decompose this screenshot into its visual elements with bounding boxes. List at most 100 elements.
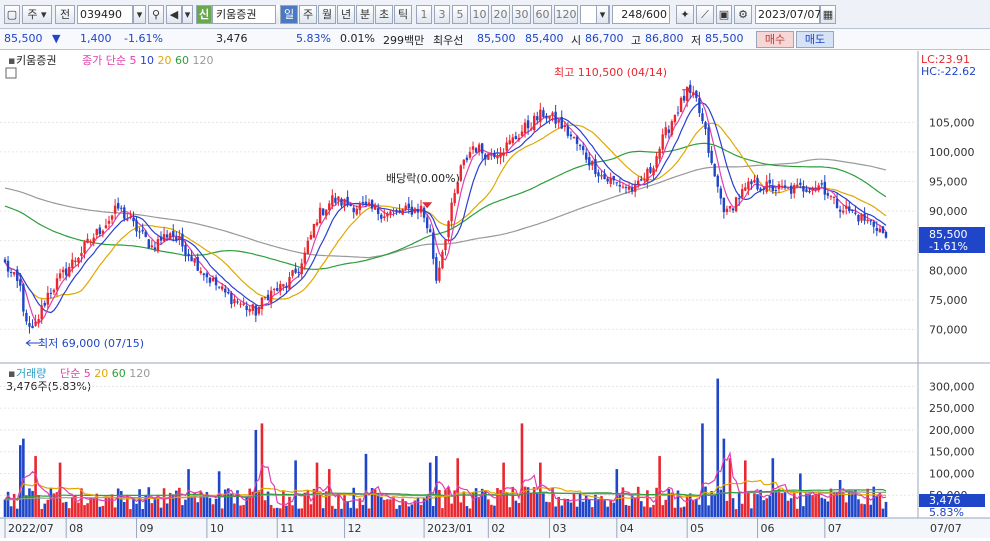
candle-body [477,144,481,153]
candle-body [263,296,267,298]
candle-body [71,259,74,269]
speaker-dropdown-icon[interactable]: ▾ [182,5,193,24]
chevron-down-icon[interactable]: ▾ [133,5,146,24]
volume-bar [685,495,689,517]
volume-bar [422,498,426,517]
volume-bar [25,495,28,517]
best-ask: 85,500 [477,32,516,45]
high-arrow-icon [682,86,692,94]
interval-dropdown-icon[interactable]: ▾ [596,5,609,24]
panel-toggle-icon[interactable] [5,67,17,79]
candle-body [260,297,264,310]
volume-bar [618,495,622,517]
candle-body [364,201,368,205]
candle-type-icon[interactable]: ✦ [676,5,694,24]
volume-bar [459,502,463,517]
date-input[interactable]: 2023/07/07 [755,5,821,24]
candle-body [789,185,793,194]
candle-body [95,229,98,236]
tab-tick[interactable]: 틱 [394,5,412,24]
volume-bar [233,503,236,517]
candle-body [649,166,652,173]
interval-5[interactable]: 5 [452,5,468,24]
volume-bar [190,497,193,517]
tab-second[interactable]: 초 [375,5,393,24]
speaker-icon[interactable]: ◀ [166,5,182,24]
volume-bar [774,490,778,517]
volume-bar [383,499,386,517]
volume-bar [355,508,359,517]
volume-bar [508,507,512,517]
market-select[interactable]: 주 ▾ [22,5,52,24]
stock-chart[interactable]: ▪ 키움증권 종가 단순 5 10 20 60 120 LC:23.91 HC:… [0,51,990,538]
volume-bar [545,501,548,517]
candle-body [422,207,426,218]
candle-body [208,277,212,283]
interval-3[interactable]: 3 [434,5,450,24]
candle-body [346,196,349,206]
volume-bar [352,487,356,517]
tab-week[interactable]: 주 [299,5,317,24]
candle-body [337,196,340,201]
stock-code-input[interactable]: 039490 [77,5,133,24]
candle-body [731,208,735,211]
tab-day[interactable]: 일 [280,5,298,24]
candle-body [793,185,796,194]
interval-60[interactable]: 60 [533,5,552,24]
candle-body [361,201,365,204]
volume-bar [438,489,441,517]
volume-bar [691,500,695,517]
volume-bar [777,489,781,517]
gear-icon[interactable]: ⚙ [734,5,752,24]
count-input[interactable]: 248/600 [612,5,670,24]
prev-button[interactable]: 전 [55,5,75,24]
candle-body [401,209,404,215]
candle-body [254,305,258,316]
candle-body [713,164,716,177]
candle-body [802,186,805,192]
panel-drag-icon[interactable]: ▪ [8,54,15,67]
candle-body [116,203,120,209]
volume-panel-drag-icon[interactable]: ▪ [8,367,15,380]
chart-area[interactable]: ▪ 키움증권 종가 단순 5 10 20 60 120 LC:23.91 HC:… [0,51,990,538]
interval-1[interactable]: 1 [416,5,432,24]
candle-body [682,95,686,101]
volume-bar [878,492,882,517]
volume-bar [450,503,453,517]
calendar-icon[interactable]: ▦ [820,5,836,24]
interval-20[interactable]: 20 [491,5,510,24]
volume-bar [28,488,31,517]
volume-bar [847,491,851,517]
margin-badge: 신 [196,5,212,24]
volume-bar [15,508,19,517]
volume-bar [386,499,389,517]
count-value: 248 [621,8,643,21]
interval-30[interactable]: 30 [512,5,531,24]
interval-10[interactable]: 10 [470,5,489,24]
candle-body [395,209,398,211]
candle-body [817,185,820,191]
draw-tool-icon[interactable]: ⟋ [696,5,714,24]
tab-month[interactable]: 월 [318,5,336,24]
volume-bar [40,508,44,517]
save-icon[interactable]: ▣ [716,5,732,24]
volume-bar [737,492,741,517]
lc-label: LC:23.91 [921,53,970,66]
search-icon[interactable]: ⚲ [148,5,164,24]
volume-bar [881,508,885,517]
volume-bar [487,499,490,517]
candle-body [762,189,765,191]
tab-year[interactable]: 년 [337,5,355,24]
volume-bar [875,496,879,517]
candle-body [9,272,13,274]
buy-button[interactable]: 매수 [756,31,794,48]
sell-button[interactable]: 매도 [796,31,834,48]
candle-body [373,205,377,210]
volume-bar [854,490,857,517]
interval-120[interactable]: 120 [554,5,578,24]
candle-body [606,178,609,182]
tab-minute[interactable]: 분 [356,5,374,24]
candle-body [744,187,747,191]
layout-icon[interactable]: ▢ [4,5,20,24]
x-last-date-label: 07/07 [930,522,962,535]
